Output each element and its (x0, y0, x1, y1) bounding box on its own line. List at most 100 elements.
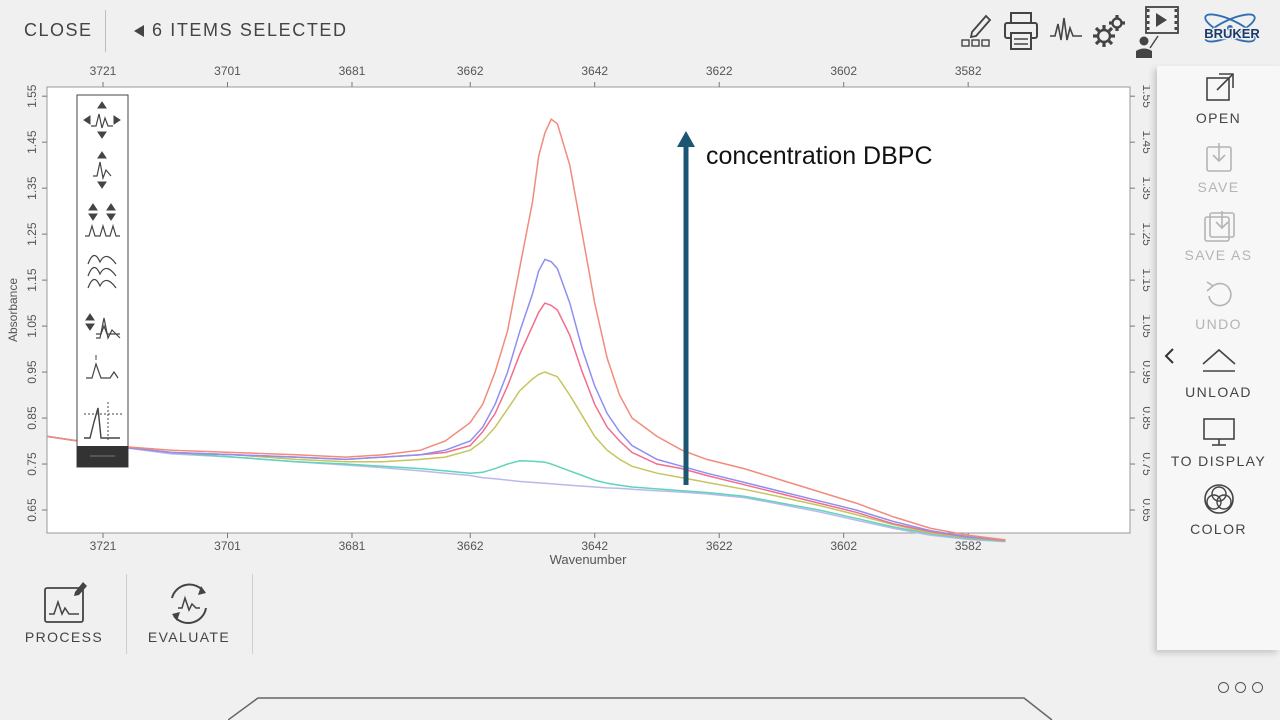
x-tick-label: 3681 (339, 539, 366, 553)
triangle-left-icon (134, 24, 144, 37)
sidebar-item-label: SAVE AS (1184, 247, 1253, 263)
x-tick-label: 3721 (90, 539, 117, 553)
bruker-logo: BRUKER (1203, 13, 1262, 43)
x-tick-label: 3582 (955, 539, 982, 553)
evaluate-label: EVALUATE (147, 629, 231, 645)
sidebar-item-to-display[interactable]: TO DISPLAY (1157, 413, 1280, 469)
spectrum-line[interactable] (46, 118, 1006, 541)
y-tick-label: 0.65 (25, 498, 39, 522)
monitor-icon (1202, 417, 1235, 446)
sidebar-item-open[interactable]: OPEN (1157, 70, 1280, 126)
y-tick-label-right: 1.35 (1140, 176, 1150, 200)
x-tick-label: 3701 (214, 539, 241, 553)
bottom-tray-handle[interactable] (228, 697, 1058, 720)
items-selected-button[interactable]: 6 ITEMS SELECTED (134, 20, 348, 41)
process-icon (44, 582, 87, 623)
y-tick-label-right: 1.45 (1140, 130, 1150, 154)
y-tick-label: 1.35 (25, 176, 39, 200)
sidebar-item-label: OPEN (1195, 110, 1242, 126)
x-tick-label: 3602 (830, 539, 857, 553)
x-axis-label: Wavenumber (550, 552, 627, 567)
x-tick-label-top: 3622 (706, 64, 733, 78)
chevron-left-icon[interactable] (1162, 344, 1178, 368)
y-tick-label: 0.95 (25, 360, 39, 384)
y-tick-label-right: 1.05 (1140, 314, 1150, 338)
spectrum-line[interactable] (46, 258, 1006, 541)
peak-pick-tool-icon[interactable] (86, 355, 119, 379)
y-tick-label: 0.85 (25, 406, 39, 430)
x-tick-label-top: 3662 (457, 64, 484, 78)
y-tick-label-right: 0.95 (1140, 360, 1150, 384)
color-wheel-icon (1203, 484, 1234, 514)
crosshair-cursor-tool-icon[interactable] (84, 402, 122, 440)
evaluate-button[interactable]: EVALUATE (134, 580, 244, 645)
top-divider (105, 10, 106, 52)
sidebar-item-label: UNDO (1195, 315, 1242, 332)
y-tick-label-right: 1.55 (1140, 85, 1150, 109)
y-axis-label: Absorbance (6, 278, 20, 342)
y-tick-label-right: 0.75 (1140, 452, 1150, 476)
pan-zoom-tool-icon[interactable] (83, 101, 121, 139)
x-tick-label: 3622 (706, 539, 733, 553)
y-tick-label: 1.25 (25, 222, 39, 246)
sidebar-item-color[interactable]: COLOR (1157, 481, 1280, 537)
y-tick-label: 1.15 (25, 268, 39, 292)
x-tick-label-top: 3642 (581, 64, 608, 78)
edit-layout-icon[interactable] (958, 10, 996, 50)
x-tick-label-top: 3701 (214, 64, 241, 78)
plot-area[interactable] (46, 86, 1131, 534)
sidebar-item-label: UNLOAD (1185, 384, 1252, 400)
scale-all-tool-icon[interactable] (85, 203, 120, 237)
items-selected-label: 6 ITEMS SELECTED (152, 20, 348, 40)
sidebar-item-undo[interactable]: UNDO (1157, 276, 1280, 332)
x-tick-label-top: 3602 (830, 64, 857, 78)
dot-icon (1252, 682, 1263, 693)
save-icon (1205, 142, 1232, 172)
sidebar-item-save[interactable]: SAVE (1157, 139, 1280, 195)
more-options-button[interactable] (1218, 682, 1263, 693)
spectrum-icon[interactable] (1048, 10, 1084, 50)
spectra-lines (46, 118, 1006, 543)
open-external-icon (1205, 73, 1234, 101)
process-button[interactable]: PROCESS (9, 580, 119, 645)
sidebar-item-save-as[interactable]: SAVE AS (1157, 207, 1280, 263)
spectrum-line[interactable] (46, 435, 1006, 543)
y-tick-label-right: 0.85 (1140, 406, 1150, 430)
spectrum-line[interactable] (46, 435, 1006, 543)
x-tick-label: 3642 (581, 539, 608, 553)
dot-icon (1218, 682, 1229, 693)
unload-icon (1201, 348, 1236, 372)
dot-icon (1235, 682, 1246, 693)
y-tick-label-right: 1.25 (1140, 222, 1150, 246)
printer-icon[interactable] (1002, 10, 1040, 52)
process-label: PROCESS (24, 629, 104, 645)
x-tick-label-top: 3582 (955, 64, 982, 78)
video-tutorial-icon[interactable] (1134, 4, 1184, 58)
spectrum-line[interactable] (46, 371, 1006, 542)
sidebar-item-label: SAVE (1197, 178, 1240, 195)
settings-gears-icon[interactable] (1092, 10, 1128, 50)
brand-label: BRUKER (1204, 26, 1260, 41)
stack-spectra-tool-icon[interactable] (87, 254, 117, 289)
right-sidebar: OPEN SAVE SAVE AS UNDO UNLOAD TO DISPLAY COLOR (1157, 66, 1280, 650)
bottom-divider (126, 574, 127, 654)
axis-ticks: 3721 3721 3701 3701 3681 3681 3662 3662 3642 3642… (25, 64, 1150, 553)
vertical-zoom-tool-icon[interactable] (93, 151, 112, 189)
evaluate-icon (171, 583, 207, 624)
y-tick-label-right: 1.15 (1140, 268, 1150, 292)
sidebar-item-unload[interactable]: UNLOAD (1157, 344, 1280, 400)
sidebar-item-label: COLOR (1190, 521, 1247, 537)
y-tick-label: 0.75 (25, 452, 39, 476)
view-toolbar (76, 94, 129, 468)
y-tick-label: 1.55 (25, 84, 39, 108)
y-tick-label: 1.45 (25, 130, 39, 154)
spectrum-plot[interactable]: 3721 3721 3701 3701 3681 3681 3662 3662 3642 3642… (0, 60, 1150, 575)
top-bar: CLOSE 6 ITEMS SELECTED (0, 0, 1280, 60)
save-as-icon (1203, 211, 1235, 242)
x-tick-label-top: 3681 (339, 64, 366, 78)
x-tick-label: 3662 (457, 539, 484, 553)
offset-tool-icon[interactable] (85, 313, 121, 340)
close-button[interactable]: CLOSE (24, 20, 93, 40)
arrow-head-icon (677, 131, 695, 147)
sidebar-item-label: TO DISPLAY (1170, 452, 1267, 469)
